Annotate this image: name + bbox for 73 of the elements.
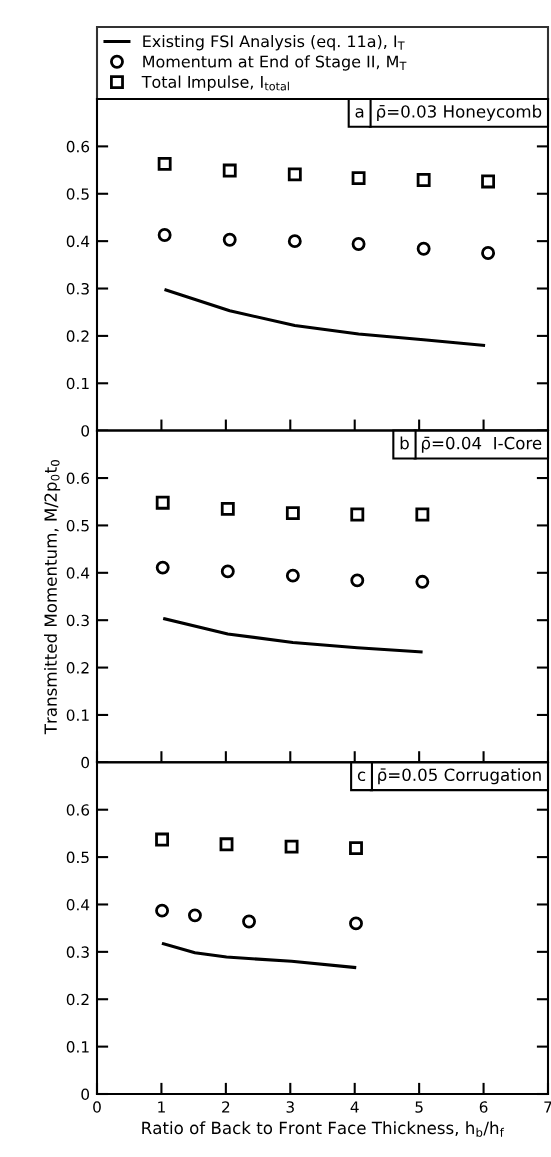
point	[155, 832, 170, 847]
y-tick-label: 0.6	[66, 472, 90, 485]
y-tick-label: 0.4	[66, 898, 90, 911]
point	[157, 228, 172, 242]
point	[219, 837, 234, 852]
x-tick-label: 6	[479, 1101, 488, 1113]
point	[349, 916, 363, 931]
point	[220, 501, 235, 516]
y-tick-label: 0	[81, 756, 90, 769]
annotation: c	[357, 771, 366, 782]
y-axis-title: Transmitted Momentum, M/2p$_{0}$t$_{0}$	[44, 460, 61, 735]
annotation: ρ̄=0.04 I-Core	[421, 436, 542, 453]
point	[155, 560, 170, 575]
y-tick-label: 0.2	[66, 662, 89, 674]
point	[287, 167, 302, 182]
legend-label: Total Impulse, I$_{total}$	[141, 75, 289, 91]
point	[155, 495, 170, 510]
y-tick-label: 0.1	[66, 377, 89, 390]
point	[157, 156, 172, 171]
x-tick-label: 3	[286, 1101, 294, 1113]
x-tick-label: 5	[415, 1101, 423, 1113]
point	[285, 506, 300, 521]
point	[350, 507, 365, 522]
y-tick-label: 0.3	[66, 614, 89, 627]
x-tick-label: 2	[222, 1101, 230, 1113]
y-tick-label: 0.5	[66, 519, 89, 532]
x-tick-label: 1	[158, 1101, 165, 1113]
y-tick-label: 0.4	[66, 567, 90, 579]
y-tick-label: 0.5	[66, 188, 89, 200]
line-series	[161, 942, 357, 970]
point	[415, 574, 430, 589]
line-series	[163, 617, 423, 654]
point	[351, 171, 366, 186]
legend-label: Momentum at End of Stage II, M$_{T}$	[143, 55, 407, 71]
point	[415, 507, 430, 522]
point	[285, 568, 300, 583]
y-tick-label: 0.2	[66, 330, 89, 342]
y-tick-label: 0.1	[66, 1041, 89, 1053]
point	[155, 903, 170, 918]
annotation: ρ̄=0.03 Honeycomb	[377, 104, 542, 121]
y-tick-label: 0.6	[66, 140, 90, 153]
y-tick-label: 0.2	[66, 993, 89, 1006]
y-tick-label: 0.4	[66, 235, 90, 248]
x-axis-title: Ratio of Back to Front Face Thickness, h$_{b}$/h$_{f}$	[142, 1121, 505, 1137]
point	[416, 241, 431, 256]
y-tick-label: 0.5	[66, 851, 89, 864]
y-tick-label: 0.1	[66, 709, 89, 721]
point	[481, 174, 496, 189]
point	[187, 908, 202, 923]
point	[222, 163, 237, 178]
point	[351, 237, 366, 251]
line-series	[164, 288, 486, 347]
y-tick-label: 0	[81, 1088, 90, 1101]
annotation: ρ̄=0.05 Corrugation	[378, 768, 541, 785]
y-tick-label: 0.6	[66, 804, 90, 816]
point	[220, 564, 235, 579]
legend-label: Existing FSI Analysis (eq. 11a), I$_{T}$	[143, 34, 405, 51]
point	[222, 232, 237, 247]
point	[287, 234, 302, 249]
x-tick-label: 0	[93, 1101, 101, 1113]
point	[284, 839, 299, 854]
y-tick-label: 0.3	[66, 282, 89, 295]
point	[416, 173, 431, 187]
annotation: b	[400, 436, 409, 450]
x-tick-label: 7	[544, 1101, 551, 1113]
annotation: a	[355, 108, 364, 118]
y-tick-label: 0	[81, 425, 90, 437]
point	[349, 841, 363, 856]
y-tick-label: 0.3	[66, 946, 89, 958]
point	[481, 246, 496, 260]
point	[242, 914, 256, 929]
point	[350, 573, 365, 588]
x-tick-label: 4	[350, 1101, 359, 1113]
